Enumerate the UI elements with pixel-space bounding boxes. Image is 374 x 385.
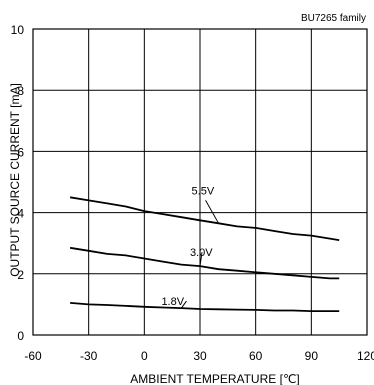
x-tick-label-5: 90 (305, 349, 319, 363)
y-tick-label-5: 10 (11, 23, 25, 37)
series-group (69, 196, 340, 313)
x-tick-label-3: 30 (193, 349, 207, 363)
axes (32, 28, 368, 336)
series-labels: 5.5V 3.0V 1.8V (161, 185, 219, 309)
series-label-2: 1.8V (161, 296, 184, 308)
series-label-1: 3.0V (190, 247, 213, 259)
y-tick-label-2: 4 (17, 207, 24, 221)
y-tick-label-0: 0 (17, 329, 24, 343)
tick-labels: -60 -30 0 30 60 90 120 0 2 4 6 8 10 (11, 23, 374, 363)
x-axis-label: AMBIENT TEMPERATURE [℃] (130, 372, 300, 385)
series-label-leader-2 (181, 300, 187, 309)
chart-annotation: BU7265 family (301, 13, 366, 24)
y-tick-label-4: 8 (17, 84, 24, 98)
series-line-0 (69, 196, 340, 241)
series-line-1 (69, 246, 340, 280)
plot-frame (32, 28, 368, 336)
series-label-leader-1 (199, 252, 203, 267)
x-tick-label-6: 120 (357, 349, 374, 363)
y-tick-label-1: 2 (17, 268, 24, 282)
y-tick-label-3: 6 (17, 145, 24, 159)
x-tick-label-1: -30 (80, 349, 98, 363)
x-tick-label-0: -60 (24, 349, 42, 363)
y-axis-label: OUTPUT SOURCE CURRENT [mA] (8, 83, 22, 277)
grid (33, 29, 367, 335)
series-label-0: 5.5V (192, 185, 215, 197)
x-tick-label-2: 0 (141, 349, 148, 363)
series-line-2 (70, 302, 340, 313)
series-label-leader-0 (205, 200, 219, 224)
x-tick-label-4: 60 (249, 349, 263, 363)
